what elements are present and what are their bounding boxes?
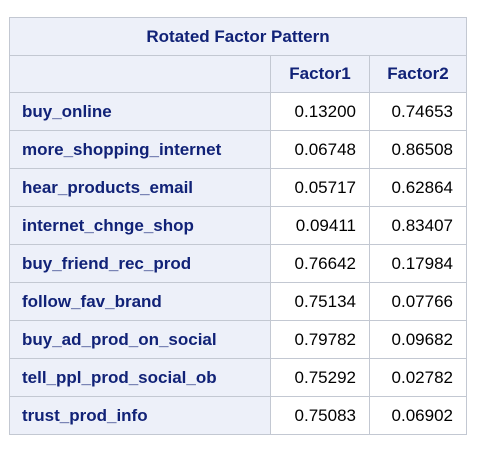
factor1-value: 0.06748 xyxy=(270,130,370,169)
table-row: more_shopping_internet 0.06748 0.86508 xyxy=(9,130,467,169)
table-row: buy_ad_prod_on_social 0.79782 0.09682 xyxy=(9,320,467,359)
factor2-value: 0.09682 xyxy=(369,320,467,359)
row-label: tell_ppl_prod_social_ob xyxy=(9,358,271,397)
row-label: buy_online xyxy=(9,92,271,131)
factor1-value: 0.13200 xyxy=(270,92,370,131)
table-row: follow_fav_brand 0.75134 0.07766 xyxy=(9,282,467,321)
row-label: buy_friend_rec_prod xyxy=(9,244,271,283)
factor1-value: 0.75292 xyxy=(270,358,370,397)
factor1-value: 0.09411 xyxy=(270,206,370,245)
table-row: trust_prod_info 0.75083 0.06902 xyxy=(9,396,467,435)
row-label: internet_chnge_shop xyxy=(9,206,271,245)
factor2-value: 0.62864 xyxy=(369,168,467,207)
row-label: buy_ad_prod_on_social xyxy=(9,320,271,359)
factor2-value: 0.06902 xyxy=(369,396,467,435)
factor-pattern-table-container: Rotated Factor Pattern Factor1 Factor2 b… xyxy=(9,17,467,435)
column-header-factor2: Factor2 xyxy=(369,55,467,93)
table-row: internet_chnge_shop 0.09411 0.83407 xyxy=(9,206,467,245)
factor2-value: 0.02782 xyxy=(369,358,467,397)
row-label: hear_products_email xyxy=(9,168,271,207)
factor2-value: 0.07766 xyxy=(369,282,467,321)
factor2-value: 0.86508 xyxy=(369,130,467,169)
table-row: tell_ppl_prod_social_ob 0.75292 0.02782 xyxy=(9,358,467,397)
table-row: buy_online 0.13200 0.74653 xyxy=(9,92,467,131)
table-row: buy_friend_rec_prod 0.76642 0.17984 xyxy=(9,244,467,283)
factor1-value: 0.75134 xyxy=(270,282,370,321)
table-title: Rotated Factor Pattern xyxy=(9,17,467,56)
factor-pattern-table: Rotated Factor Pattern Factor1 Factor2 b… xyxy=(9,17,467,435)
factor1-value: 0.05717 xyxy=(270,168,370,207)
factor1-value: 0.75083 xyxy=(270,396,370,435)
column-header-factor1: Factor1 xyxy=(270,55,370,93)
row-label: follow_fav_brand xyxy=(9,282,271,321)
factor2-value: 0.74653 xyxy=(369,92,467,131)
factor1-value: 0.76642 xyxy=(270,244,370,283)
factor1-value: 0.79782 xyxy=(270,320,370,359)
factor2-value: 0.17984 xyxy=(369,244,467,283)
row-label: more_shopping_internet xyxy=(9,130,271,169)
row-label: trust_prod_info xyxy=(9,396,271,435)
header-corner xyxy=(9,55,271,93)
table-row: hear_products_email 0.05717 0.62864 xyxy=(9,168,467,207)
factor2-value: 0.83407 xyxy=(369,206,467,245)
